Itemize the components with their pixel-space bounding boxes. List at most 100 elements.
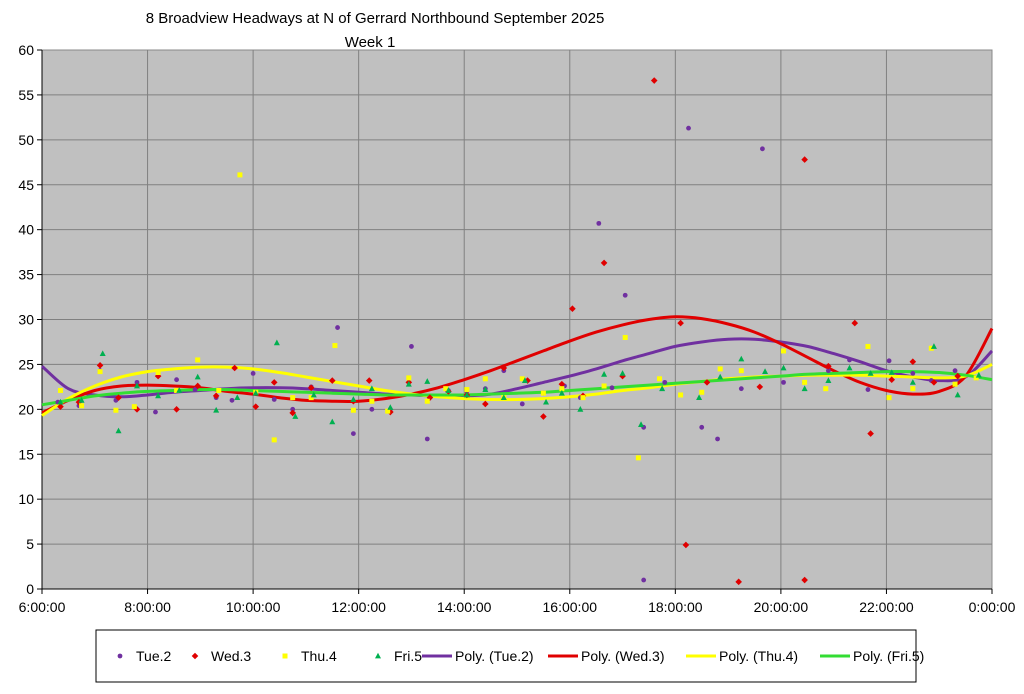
legend-marker-series-2 — [191, 652, 199, 660]
data-point-series-4 — [780, 364, 787, 371]
data-point-series-3 — [443, 386, 449, 392]
data-point-series-2 — [289, 409, 296, 417]
data-point-series-1 — [715, 436, 720, 442]
data-point-series-1 — [424, 436, 430, 442]
data-point-series-1 — [174, 377, 179, 383]
data-point-series-3 — [350, 407, 356, 413]
data-point-series-4 — [78, 397, 85, 403]
y-tick-label: 20 — [18, 401, 34, 417]
legend-marker-series-1 — [117, 653, 123, 659]
y-tick-label: 10 — [18, 491, 34, 507]
data-point-series-4 — [500, 394, 507, 401]
legend-label-series-3: Thu.4 — [301, 648, 337, 664]
y-tick-label: 45 — [18, 177, 34, 193]
x-tick-label: 18:00:00 — [648, 599, 703, 615]
data-point-series-3 — [540, 390, 546, 396]
data-point-series-3 — [781, 348, 787, 354]
data-point-series-4 — [368, 385, 375, 392]
x-tick-label: 12:00:00 — [331, 599, 386, 615]
data-point-series-3 — [290, 395, 296, 401]
data-point-series-3 — [79, 403, 85, 409]
data-point-series-2 — [682, 541, 690, 549]
legend: Tue.2 Wed.3 Thu.4 Fri.5 Poly. (Tue.2) Poly. (… — [117, 648, 924, 664]
data-point-series-3 — [580, 395, 586, 401]
data-point-series-4 — [176, 387, 183, 393]
data-point-series-4 — [930, 343, 937, 349]
data-point-series-2 — [650, 77, 658, 84]
data-point-series-2 — [677, 319, 684, 327]
data-point-series-1 — [519, 401, 525, 407]
data-point-series-2 — [954, 372, 961, 380]
data-point-series-2 — [173, 406, 180, 413]
data-point-series-3 — [216, 387, 222, 393]
data-point-series-4 — [717, 373, 724, 380]
data-point-series-2 — [524, 377, 531, 384]
data-point-series-3 — [699, 389, 705, 395]
data-point-series-3 — [131, 404, 137, 410]
data-point-series-2 — [96, 362, 104, 369]
data-point-series-3 — [717, 366, 723, 372]
data-point-series-4 — [558, 389, 565, 396]
data-point-series-1 — [622, 292, 628, 298]
data-point-series-1 — [865, 387, 871, 392]
data-point-series-3 — [802, 379, 808, 385]
data-point-series-2 — [270, 379, 278, 386]
data-point-series-2 — [328, 377, 336, 384]
data-point-series-4 — [155, 392, 162, 399]
data-point-series-1 — [596, 220, 602, 226]
x-tick-label: 16:00:00 — [543, 599, 598, 615]
data-point-series-2 — [851, 319, 859, 327]
legend-box — [95, 629, 917, 683]
data-point-series-4 — [482, 386, 489, 392]
data-point-series-4 — [350, 396, 357, 402]
data-point-series-1 — [192, 387, 198, 392]
data-point-series-3 — [635, 455, 641, 461]
data-point-series-4 — [975, 371, 982, 378]
legend-label-trend-2: Poly. (Wed.3) — [581, 648, 665, 664]
data-point-series-3 — [678, 392, 684, 398]
data-point-series-3 — [424, 398, 430, 404]
legend-label-trend-4: Poly. (Fri.5) — [853, 648, 924, 664]
legend-marker-series-3 — [282, 653, 288, 659]
data-point-series-1 — [738, 386, 744, 392]
data-point-series-4 — [954, 391, 961, 398]
data-point-series-3 — [464, 387, 470, 393]
data-point-series-3 — [271, 437, 277, 443]
trendlines — [41, 315, 994, 417]
data-point-series-1 — [350, 431, 356, 436]
data-point-series-4 — [888, 369, 895, 375]
legend-label-series-1: Tue.2 — [136, 648, 171, 664]
data-point-series-2 — [212, 392, 220, 400]
data-point-series-3 — [823, 386, 829, 392]
data-point-series-4 — [234, 394, 241, 401]
data-points — [55, 77, 982, 586]
x-tick-label: 10:00:00 — [226, 599, 281, 615]
gridlines — [42, 50, 992, 589]
data-point-series-1 — [686, 125, 691, 131]
data-point-series-3 — [910, 386, 916, 392]
data-point-series-3 — [519, 376, 525, 382]
data-point-series-2 — [558, 380, 566, 388]
y-tick-label: 50 — [18, 132, 34, 148]
data-point-series-2 — [540, 413, 547, 420]
data-point-series-4 — [867, 370, 874, 376]
data-point-series-3 — [97, 369, 103, 375]
data-point-series-3 — [886, 395, 892, 401]
data-point-series-1 — [781, 379, 786, 385]
data-point-series-2 — [619, 372, 626, 380]
data-point-series-3 — [601, 383, 607, 389]
data-point-series-4 — [659, 385, 666, 392]
data-point-series-1 — [271, 397, 277, 402]
data-point-series-4 — [424, 378, 431, 384]
data-point-series-2 — [600, 259, 608, 267]
data-point-series-4 — [638, 421, 645, 428]
y-tick-label: 25 — [18, 356, 34, 372]
data-point-series-4 — [521, 377, 528, 383]
data-point-series-1 — [760, 146, 765, 152]
data-point-series-3 — [237, 172, 243, 178]
data-point-series-3 — [369, 398, 375, 404]
data-point-series-2 — [930, 379, 938, 386]
legend-label-trend-3: Poly. (Thu.4) — [719, 648, 798, 664]
